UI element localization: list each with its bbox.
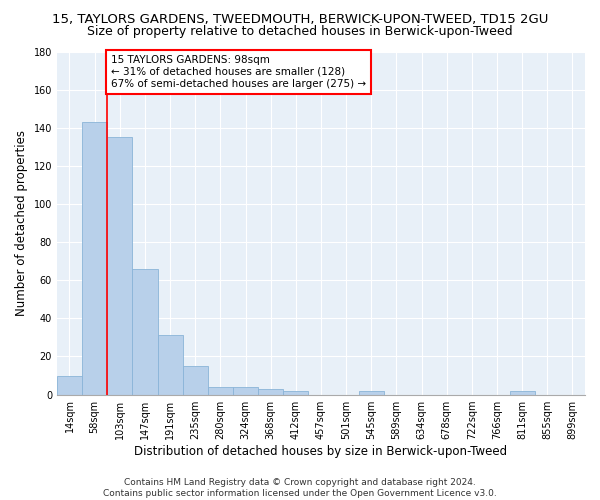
Bar xyxy=(158,336,182,394)
Bar xyxy=(182,366,208,394)
Bar xyxy=(258,389,283,394)
Y-axis label: Number of detached properties: Number of detached properties xyxy=(15,130,28,316)
Bar xyxy=(509,391,535,394)
Text: 15, TAYLORS GARDENS, TWEEDMOUTH, BERWICK-UPON-TWEED, TD15 2GU: 15, TAYLORS GARDENS, TWEEDMOUTH, BERWICK… xyxy=(52,12,548,26)
X-axis label: Distribution of detached houses by size in Berwick-upon-Tweed: Distribution of detached houses by size … xyxy=(134,444,508,458)
Bar xyxy=(82,122,107,394)
Text: Size of property relative to detached houses in Berwick-upon-Tweed: Size of property relative to detached ho… xyxy=(87,25,513,38)
Bar xyxy=(359,391,384,394)
Bar xyxy=(107,138,133,394)
Text: 15 TAYLORS GARDENS: 98sqm
← 31% of detached houses are smaller (128)
67% of semi: 15 TAYLORS GARDENS: 98sqm ← 31% of detac… xyxy=(111,56,366,88)
Bar xyxy=(208,387,233,394)
Text: Contains HM Land Registry data © Crown copyright and database right 2024.
Contai: Contains HM Land Registry data © Crown c… xyxy=(103,478,497,498)
Bar xyxy=(133,269,158,394)
Bar xyxy=(283,391,308,394)
Bar xyxy=(233,387,258,394)
Bar xyxy=(57,376,82,394)
